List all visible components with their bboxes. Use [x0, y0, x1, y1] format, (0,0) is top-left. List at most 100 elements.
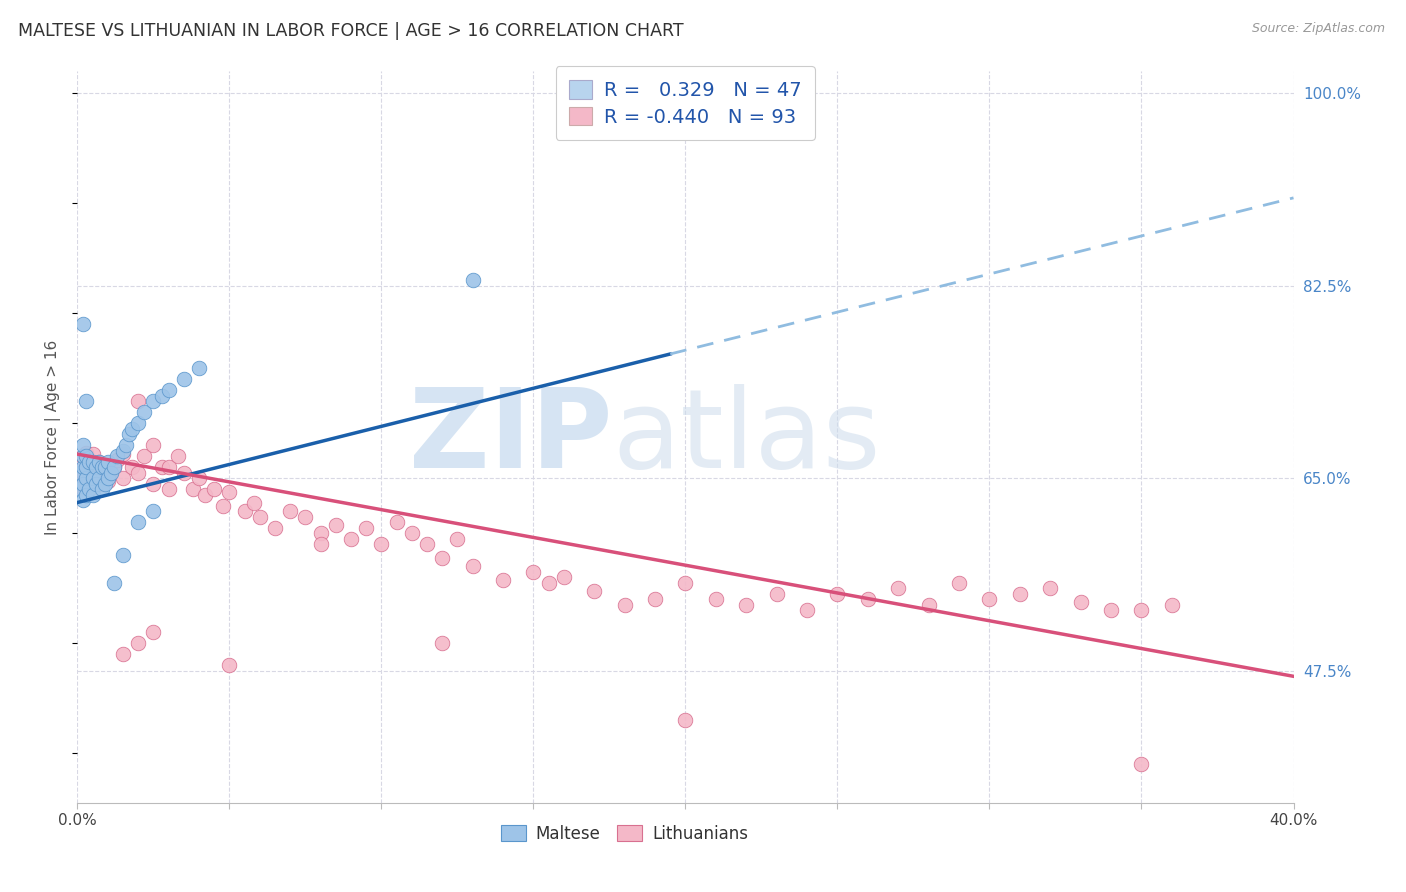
Point: [84, 476, 107, 491]
Point: [111, 648, 134, 662]
Point: [111, 443, 134, 458]
Point: [121, 460, 143, 475]
Point: [242, 495, 264, 509]
Point: [1070, 594, 1092, 608]
Point: [704, 592, 727, 607]
Point: [370, 537, 392, 551]
Point: [97, 471, 120, 485]
Point: [118, 427, 141, 442]
Point: [202, 483, 225, 497]
Point: [325, 517, 347, 532]
Point: [105, 450, 128, 464]
Point: [82, 471, 104, 485]
Point: [675, 575, 697, 590]
Point: [212, 499, 235, 513]
Point: [87, 471, 110, 485]
Point: [82, 447, 104, 461]
Text: atlas: atlas: [613, 384, 882, 491]
Point: [93, 460, 115, 475]
Point: [69, 466, 91, 480]
Point: [127, 636, 149, 650]
Point: [735, 598, 758, 612]
Point: [181, 483, 204, 497]
Point: [142, 476, 165, 491]
Point: [100, 465, 122, 479]
Point: [69, 483, 91, 497]
Point: [461, 559, 484, 574]
Legend: Maltese, Lithuanians: Maltese, Lithuanians: [494, 818, 755, 849]
Point: [644, 592, 666, 607]
Point: [152, 460, 174, 475]
Point: [134, 405, 156, 419]
Point: [111, 549, 134, 563]
Point: [127, 394, 149, 409]
Point: [127, 417, 149, 431]
Point: [72, 460, 94, 475]
Point: [142, 625, 165, 640]
Point: [127, 466, 149, 480]
Text: ZIP: ZIP: [409, 384, 613, 491]
Point: [218, 658, 240, 673]
Point: [1039, 582, 1062, 596]
Point: [75, 488, 97, 502]
Point: [72, 493, 94, 508]
Point: [401, 526, 423, 541]
Point: [90, 476, 112, 491]
Point: [87, 455, 110, 469]
Point: [103, 460, 125, 475]
Point: [75, 471, 97, 485]
Point: [887, 582, 910, 596]
Point: [111, 471, 134, 485]
Point: [827, 587, 849, 601]
Point: [93, 476, 115, 491]
Point: [100, 466, 122, 480]
Point: [1099, 603, 1122, 617]
Point: [127, 516, 149, 530]
Point: [72, 466, 94, 480]
Point: [72, 438, 94, 452]
Point: [294, 509, 316, 524]
Point: [75, 446, 97, 460]
Point: [84, 460, 107, 475]
Point: [1161, 598, 1184, 612]
Point: [72, 476, 94, 491]
Point: [103, 460, 125, 475]
Point: [69, 460, 91, 475]
Point: [87, 455, 110, 469]
Point: [142, 504, 165, 518]
Point: [856, 592, 879, 607]
Point: [93, 466, 115, 480]
Point: [188, 361, 211, 376]
Point: [430, 550, 453, 565]
Point: [90, 483, 112, 497]
Point: [765, 587, 787, 601]
Point: [166, 450, 188, 464]
Point: [948, 575, 970, 590]
Point: [97, 455, 120, 469]
Point: [75, 460, 97, 475]
Point: [72, 450, 94, 464]
Point: [157, 384, 180, 398]
Point: [75, 460, 97, 475]
Point: [82, 488, 104, 502]
Point: [1130, 603, 1153, 617]
Point: [675, 714, 697, 728]
Point: [90, 460, 112, 475]
Point: [157, 483, 180, 497]
Point: [79, 455, 101, 469]
Point: [385, 516, 408, 530]
Point: [72, 318, 94, 332]
Point: [796, 603, 818, 617]
Point: [340, 532, 363, 546]
Point: [82, 455, 104, 469]
Point: [918, 598, 941, 612]
Text: Source: ZipAtlas.com: Source: ZipAtlas.com: [1251, 22, 1385, 36]
Point: [82, 480, 104, 494]
Point: [115, 438, 138, 452]
Point: [87, 471, 110, 485]
Point: [82, 462, 104, 476]
Point: [309, 526, 332, 541]
Point: [416, 537, 439, 551]
Y-axis label: In Labor Force | Age > 16: In Labor Force | Age > 16: [45, 340, 62, 534]
Point: [1130, 757, 1153, 772]
